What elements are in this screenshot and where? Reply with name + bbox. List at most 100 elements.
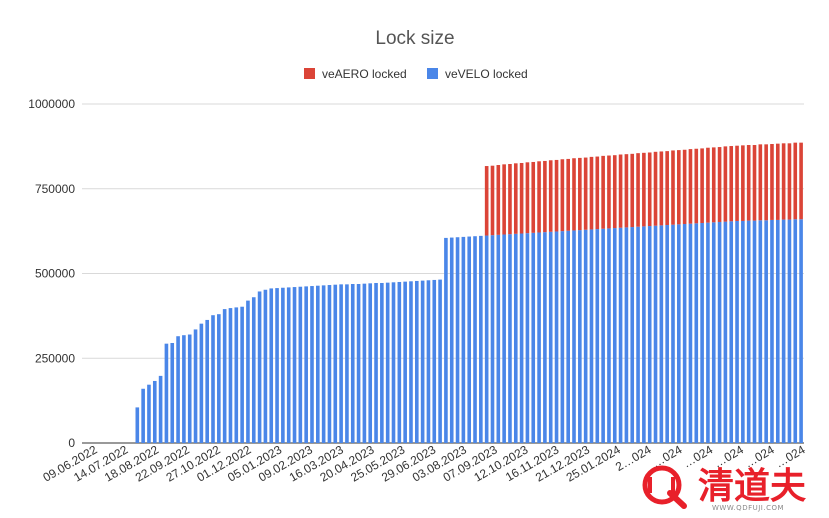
bar-vevelo-locked [717, 221, 722, 443]
bar-veaero-locked [775, 143, 780, 220]
bar-vevelo-locked [199, 323, 204, 443]
y-tick-label: 0 [68, 436, 75, 450]
bar-veaero-locked [677, 150, 681, 225]
bar-vevelo-locked [321, 285, 326, 443]
bar-vevelo-locked [589, 229, 594, 443]
bar-veaero-locked [566, 158, 570, 231]
bar-veaero-locked [706, 147, 710, 223]
bar-vevelo-locked [222, 309, 227, 443]
bar-veaero-locked [793, 142, 798, 220]
y-tick-label: 750000 [35, 182, 75, 196]
bar-vevelo-locked [659, 225, 664, 443]
bar-vevelo-locked [420, 280, 425, 443]
bar-vevelo-locked [578, 230, 582, 443]
bar-vevelo-locked [187, 334, 192, 443]
bar-vevelo-locked [164, 343, 169, 443]
bar-vevelo-locked [770, 219, 774, 443]
bar-vevelo-locked [758, 220, 763, 443]
watermark: 清道夫 WWW.QDFUJI.COM [642, 465, 807, 512]
bar-vevelo-locked [257, 291, 262, 443]
bar-veaero-locked [758, 144, 763, 221]
bar-vevelo-locked [362, 283, 367, 443]
watermark-text: 清道夫 [698, 466, 807, 507]
bar-vevelo-locked [292, 287, 297, 443]
bar-veaero-locked [746, 145, 751, 221]
bar-vevelo-locked [723, 221, 728, 443]
bar-veaero-locked [729, 146, 734, 222]
bar-vevelo-locked [211, 315, 215, 443]
watermark-url: WWW.QDFUJI.COM [712, 504, 784, 512]
bar-vevelo-locked [275, 288, 279, 443]
legend: veAERO locked veVELO locked [304, 67, 528, 81]
bar-veaero-locked [682, 149, 687, 224]
bar-vevelo-locked [286, 287, 291, 443]
bar-vevelo-locked [182, 335, 186, 443]
bar-vevelo-locked [333, 284, 338, 443]
bar-veaero-locked [770, 144, 774, 220]
watermark-logo-icon [642, 465, 687, 509]
bar-vevelo-locked [525, 233, 530, 443]
bar-veaero-locked [694, 148, 699, 224]
bar-vevelo-locked [519, 233, 524, 443]
bar-vevelo-locked [467, 236, 472, 443]
bar-vevelo-locked [677, 224, 681, 443]
bar-vevelo-locked [409, 281, 413, 443]
bar-vevelo-locked [630, 227, 635, 443]
bar-vevelo-locked [752, 220, 757, 443]
bar-vevelo-locked [787, 219, 792, 443]
bar-vevelo-locked [152, 380, 157, 443]
bar-veaero-locked [647, 152, 652, 227]
bar-vevelo-locked [653, 225, 658, 443]
bar-veaero-locked [589, 156, 594, 230]
bar-vevelo-locked [799, 219, 803, 443]
bar-veaero-locked [665, 151, 669, 226]
bar-vevelo-locked [793, 219, 798, 443]
bar-veaero-locked [554, 159, 559, 232]
bar-veaero-locked [688, 149, 693, 224]
bar-vevelo-locked [304, 286, 308, 443]
bar-vevelo-locked [438, 279, 442, 443]
bar-vevelo-locked [775, 219, 780, 443]
bar-vevelo-locked [583, 229, 588, 443]
bar-veaero-locked [659, 151, 664, 226]
bar-vevelo-locked [135, 407, 140, 443]
bar-veaero-locked [560, 159, 565, 232]
x-tick-label: 2…024 [613, 442, 654, 474]
bar-veaero-locked [653, 151, 658, 226]
bar-vevelo-locked [158, 375, 163, 443]
bar-vevelo-locked [426, 280, 431, 443]
bar-vevelo-locked [414, 280, 419, 443]
bar-veaero-locked [711, 147, 716, 223]
bar-vevelo-locked [316, 285, 320, 443]
bar-veaero-locked [671, 150, 675, 225]
bar-vevelo-locked [671, 224, 675, 443]
bar-veaero-locked [636, 153, 640, 227]
bar-vevelo-locked [449, 237, 454, 443]
bar-vevelo-locked [385, 282, 390, 443]
bar-vevelo-locked [391, 282, 396, 443]
bar-vevelo-locked [380, 282, 384, 443]
bar-veaero-locked [572, 158, 576, 231]
bar-veaero-locked [741, 145, 745, 221]
bar-veaero-locked [496, 165, 501, 235]
bar-veaero-locked [781, 143, 786, 220]
y-tick-label: 250000 [35, 351, 75, 365]
bar-vevelo-locked [624, 227, 629, 443]
bar-veaero-locked [700, 148, 704, 223]
bar-vevelo-locked [607, 228, 611, 443]
bars [135, 142, 803, 444]
bar-vevelo-locked [508, 234, 512, 443]
bar-vevelo-locked [513, 233, 518, 443]
bar-veaero-locked [548, 160, 553, 232]
bar-vevelo-locked [618, 227, 623, 443]
bar-vevelo-locked [665, 225, 669, 443]
bar-vevelo-locked [234, 307, 239, 443]
bar-veaero-locked [787, 143, 792, 220]
bar-veaero-locked [735, 145, 739, 221]
bar-vevelo-locked [269, 288, 274, 443]
bar-vevelo-locked [298, 286, 303, 443]
bar-vevelo-locked [496, 234, 501, 443]
bar-vevelo-locked [397, 281, 402, 443]
